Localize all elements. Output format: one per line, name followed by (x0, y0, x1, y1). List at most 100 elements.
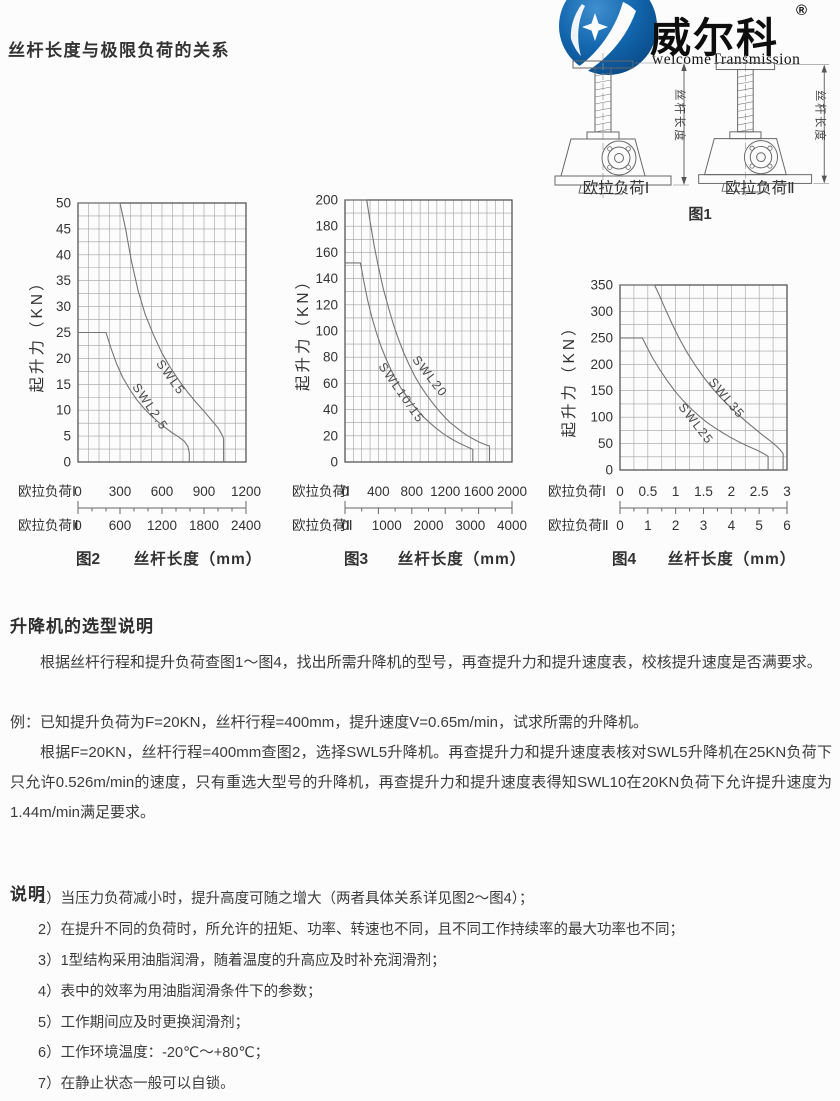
dim-label: 丝杆长度 (673, 89, 687, 143)
axis1-name: 欧拉负荷Ⅰ (292, 484, 350, 499)
selection-guide-example: 例：已知提升负荷为F=20KN，丝杆行程=400mm，提升速度V=0.65m/m… (10, 714, 649, 731)
axis2-tick-label: 0 (74, 518, 82, 533)
axis1-tick-label: 900 (193, 484, 216, 499)
y-tick-label: 200 (590, 357, 613, 372)
thread-line (594, 93, 612, 98)
axis1-tick-label: 2000 (497, 484, 527, 499)
y-tick-label: 160 (315, 245, 338, 260)
y-tick-label: 15 (56, 377, 71, 392)
axis1-tick-label: 2.5 (750, 484, 769, 499)
worm-flange (601, 140, 637, 176)
axis2-tick-label: 1800 (189, 518, 219, 533)
figure-caption: 图4 (612, 550, 637, 568)
thread-line (594, 121, 612, 126)
figure-caption: 图2 (76, 550, 100, 568)
axis2-tick-label: 1 (644, 518, 652, 533)
note-item: 7）在静止状态一般可以自锁。 (38, 1076, 235, 1093)
axis2-name: 欧拉负荷Ⅱ (548, 518, 609, 533)
y-tick-label: 50 (598, 436, 613, 451)
y-tick-label: 150 (590, 383, 613, 398)
bolt-hole (625, 146, 631, 152)
axis1-tick-label: 3 (783, 484, 791, 499)
dual-scale-ruler (619, 501, 788, 514)
worm-flange-inner (749, 145, 773, 169)
axis1-tick-label: 1 (672, 484, 680, 499)
dual-scale-ruler (344, 501, 513, 514)
y-tick-label: 35 (56, 273, 71, 288)
y-axis-title: 起升力（KN） (28, 272, 46, 392)
worm-shaft (614, 153, 624, 163)
bolt-hole (767, 163, 773, 169)
thread-line (737, 94, 754, 99)
thread-line (594, 72, 612, 77)
y-tick-label: 350 (590, 278, 613, 293)
dual-scale-ruler (77, 501, 247, 514)
notes-list: 1）当压力负荷减小时，提升高度可随之增大（两者具体关系详见图2～图4）； 2）在… (38, 884, 828, 1100)
worm-shaft (756, 152, 766, 163)
thread-line (737, 115, 754, 119)
y-tick-label: 40 (323, 402, 338, 417)
axis1-tick-label: 2 (728, 484, 736, 499)
axis1-tick-label: 0 (74, 484, 82, 499)
dim-arrow-down (681, 177, 687, 185)
axis2-name: 欧拉负荷Ⅱ (292, 518, 353, 533)
y-axis-title: 起升力（KN） (294, 271, 312, 391)
y-tick-label: 80 (323, 350, 338, 365)
y-axis-title: 起升力（KN） (560, 317, 578, 437)
axis1-tick-label: 300 (109, 484, 132, 499)
axis1-tick-label: 400 (367, 484, 390, 499)
axis1-tick-label: 0 (341, 484, 349, 499)
y-tick-label: 300 (590, 304, 613, 319)
brand-name: 威尔科 (650, 15, 779, 61)
thread-line (737, 121, 754, 126)
y-tick-label: 140 (315, 271, 338, 286)
axis2-tick-label: 6 (783, 518, 791, 533)
dim-arrow-down (821, 175, 827, 184)
axis2-tick-label: 3000 (455, 518, 485, 533)
curve-label: SWL20 (409, 353, 450, 400)
curve-SWL20 (345, 199, 491, 462)
thread-line (737, 87, 754, 92)
axis2-tick-label: 2 (672, 518, 680, 533)
axis1-tick-label: 1200 (231, 484, 261, 499)
axis2-tick-label: 1200 (147, 518, 177, 533)
curve-label: SWL25 (676, 400, 717, 447)
curve-SWL1015 (345, 262, 474, 462)
axis1-tick-label: 1600 (464, 484, 494, 499)
figure1-caption: 图1 (688, 206, 712, 223)
base-tab (578, 184, 628, 195)
dim-arrow-up (821, 64, 827, 73)
thread-line (594, 86, 612, 91)
note-item: 2）在提升不同的负荷时，所允许的扭矩、功率、转速也不同，且不同工作持续率的最大功… (38, 921, 685, 938)
bolt-hole (625, 164, 631, 170)
notes-heading: 说明 (10, 885, 46, 904)
curve-SWL35 (620, 284, 784, 470)
y-tick-label: 100 (315, 324, 338, 339)
dim-label: 丝杆长度 (813, 90, 827, 143)
y-tick-label: 30 (56, 299, 71, 314)
screw-jack-drawing-1: 丝杆长度 (554, 53, 689, 198)
dim-arrow-up (681, 63, 687, 71)
axis1-tick-label: 0.5 (638, 484, 657, 499)
axis1-tick-label: 1200 (430, 484, 460, 499)
y-tick-label: 60 (323, 376, 338, 391)
grid (619, 284, 788, 471)
axis1-tick-label: 800 (401, 484, 424, 499)
curve-SWL5 (78, 202, 225, 462)
plot-border (344, 199, 513, 463)
y-tick-label: 20 (323, 428, 338, 443)
registered-mark: ® (796, 2, 808, 19)
axis2-tick-label: 4000 (497, 518, 527, 533)
y-tick-label: 180 (315, 219, 338, 234)
worm-flange (743, 140, 779, 175)
axis1-tick-label: 1.5 (694, 484, 713, 499)
thread-line (737, 74, 754, 78)
page-title: 丝杆长度与极限负荷的关系 (8, 41, 230, 60)
axis2-tick-label: 2400 (231, 518, 261, 533)
curve-SWL25 (78, 331, 190, 462)
axis2-tick-label: 0 (341, 518, 349, 533)
selection-guide-heading: 升降机的选型说明 (10, 617, 154, 636)
y-tick-label: 50 (56, 196, 71, 211)
